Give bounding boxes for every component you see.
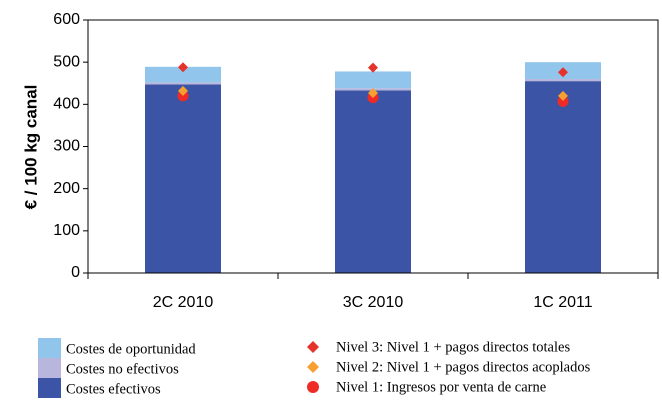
legend-label: Nivel 2: Nivel 1 + pagos directos acopla… <box>336 359 591 375</box>
marker <box>307 341 319 353</box>
legend-label: Costes de oportunidad <box>66 341 196 357</box>
legend-swatch <box>38 358 61 378</box>
y-tick-label: 300 <box>53 138 80 155</box>
bar-segment <box>335 90 411 273</box>
y-tick-label: 500 <box>53 53 80 70</box>
plot-frame <box>87 19 659 274</box>
marker <box>557 95 569 107</box>
y-tick-label: 200 <box>53 180 80 197</box>
legend-label: Nivel 3: Nivel 1 + pagos directos totale… <box>336 339 570 355</box>
marker <box>307 381 319 393</box>
legend-label: Nivel 1: Ingresos por venta de carne <box>336 379 546 395</box>
legend-swatch <box>38 378 61 398</box>
marker <box>368 87 378 98</box>
marker <box>307 361 319 373</box>
legend-label: Costes no efectivos <box>66 361 179 377</box>
x-tick-label: 2C 2010 <box>153 294 214 311</box>
bar-segment <box>525 79 601 82</box>
bar-segment <box>145 84 221 273</box>
bar-segment <box>145 82 221 85</box>
y-tick-label: 400 <box>53 96 80 113</box>
y-axis-label: € / 100 kg canal <box>21 85 40 210</box>
marker <box>558 67 568 78</box>
bar-segment <box>525 81 601 274</box>
marker <box>178 85 188 96</box>
x-tick-label: 3C 2010 <box>343 294 404 311</box>
marker <box>178 62 188 73</box>
x-tick-label: 1C 2011 <box>533 294 592 311</box>
bar-segment <box>145 66 221 83</box>
marker <box>558 90 568 101</box>
y-tick-label: 600 <box>53 11 80 28</box>
bar-segment <box>335 71 411 89</box>
y-tick-label: 0 <box>71 264 80 281</box>
marker <box>368 62 378 73</box>
y-tick-label: 100 <box>53 222 80 239</box>
marker <box>177 90 189 102</box>
legend-label: Costes efectivos <box>66 381 161 397</box>
legend-swatch <box>38 338 61 358</box>
